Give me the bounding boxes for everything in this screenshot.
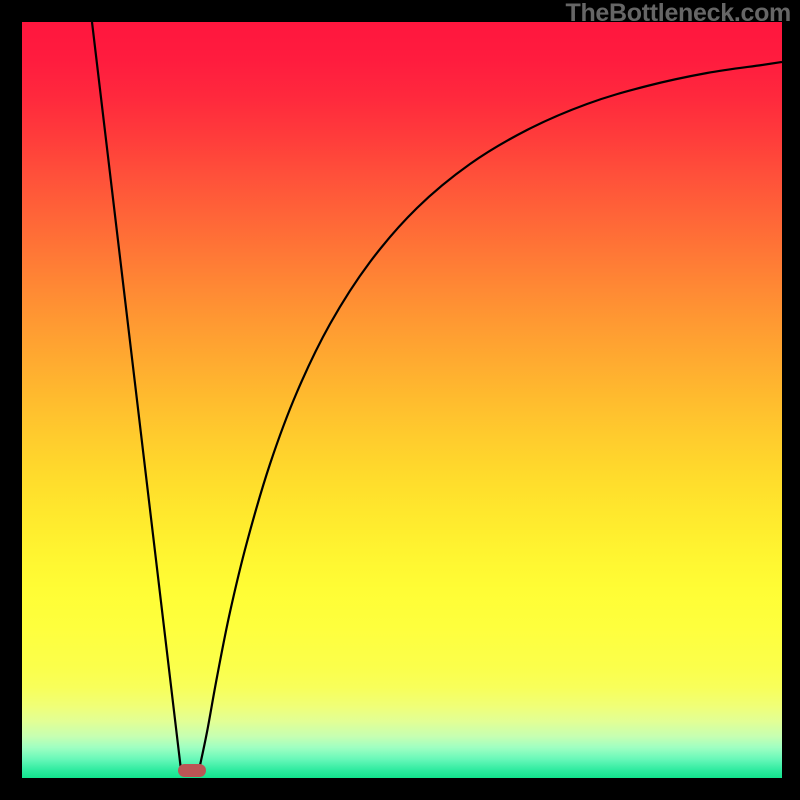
optimal-marker (178, 764, 206, 777)
watermark-text: TheBottleneck.com (565, 0, 791, 28)
bottleneck-curve (22, 22, 782, 778)
plot-area (22, 22, 782, 778)
